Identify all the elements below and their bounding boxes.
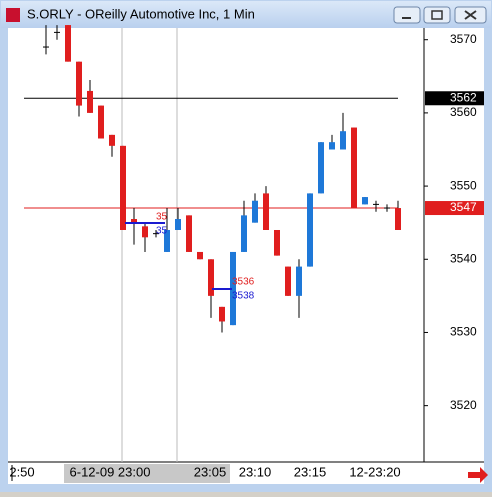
app-icon [6, 8, 20, 22]
y-tick-label: 3560 [450, 105, 477, 119]
x-tick-label: 23:10 [239, 464, 272, 479]
candle-body [120, 145, 126, 230]
y-tick-label: 3530 [450, 325, 477, 339]
candle-body [395, 208, 401, 230]
price-level-box [425, 201, 484, 216]
candle-body [340, 131, 346, 150]
scroll-arrow[interactable] [468, 467, 488, 483]
order-label: 3536 [232, 277, 255, 288]
candle-body [329, 142, 335, 150]
candle-body [131, 219, 137, 223]
candle-body [318, 142, 324, 194]
window-title: S.ORLY - OReilly Automotive Inc, 1 Min [27, 6, 255, 21]
candle-body [65, 25, 71, 62]
candle-body [241, 215, 247, 252]
candle-body [285, 266, 291, 296]
x-tick-label: 23:05 [194, 464, 227, 479]
window-buttons[interactable] [393, 6, 487, 24]
maximize-button[interactable] [423, 6, 451, 24]
candle-body [274, 229, 280, 256]
candle-body [87, 90, 93, 113]
price-level-label: 3547 [450, 200, 477, 214]
candle-body [98, 105, 104, 139]
x-tick-label: 12-23:20 [349, 464, 400, 479]
x-tick-label: 6-12-09 23:00 [70, 464, 151, 479]
candle-body [186, 215, 192, 252]
order-label: 35 [156, 212, 168, 223]
order-label: 3538 [232, 291, 255, 302]
price-level-box [425, 91, 484, 106]
candle-body [109, 134, 115, 146]
price-level-label: 3562 [450, 90, 477, 104]
candle-body [296, 266, 302, 296]
y-tick-label: 3570 [450, 32, 477, 46]
x-tick-label: 23:15 [294, 464, 327, 479]
candle-body [307, 193, 313, 267]
candle-body [164, 229, 170, 252]
candle-body [252, 200, 258, 223]
x-tick-label: 2:50 [9, 464, 34, 479]
y-tick-label: 3550 [450, 178, 477, 192]
y-tick-label: 3540 [450, 251, 477, 265]
candle-body [142, 226, 148, 238]
candle-body [362, 197, 368, 205]
candle-body [208, 259, 214, 296]
candle-body [230, 251, 236, 326]
candle-body [76, 61, 82, 106]
candle-body [197, 251, 203, 260]
candle-body [351, 127, 357, 209]
minimize-button[interactable] [393, 6, 421, 24]
y-tick-label: 3520 [450, 398, 477, 412]
time-highlight [64, 464, 230, 483]
candle-body [219, 306, 225, 322]
order-label: 35 [156, 226, 168, 237]
candle-body [175, 219, 181, 230]
candle-body [263, 193, 269, 230]
